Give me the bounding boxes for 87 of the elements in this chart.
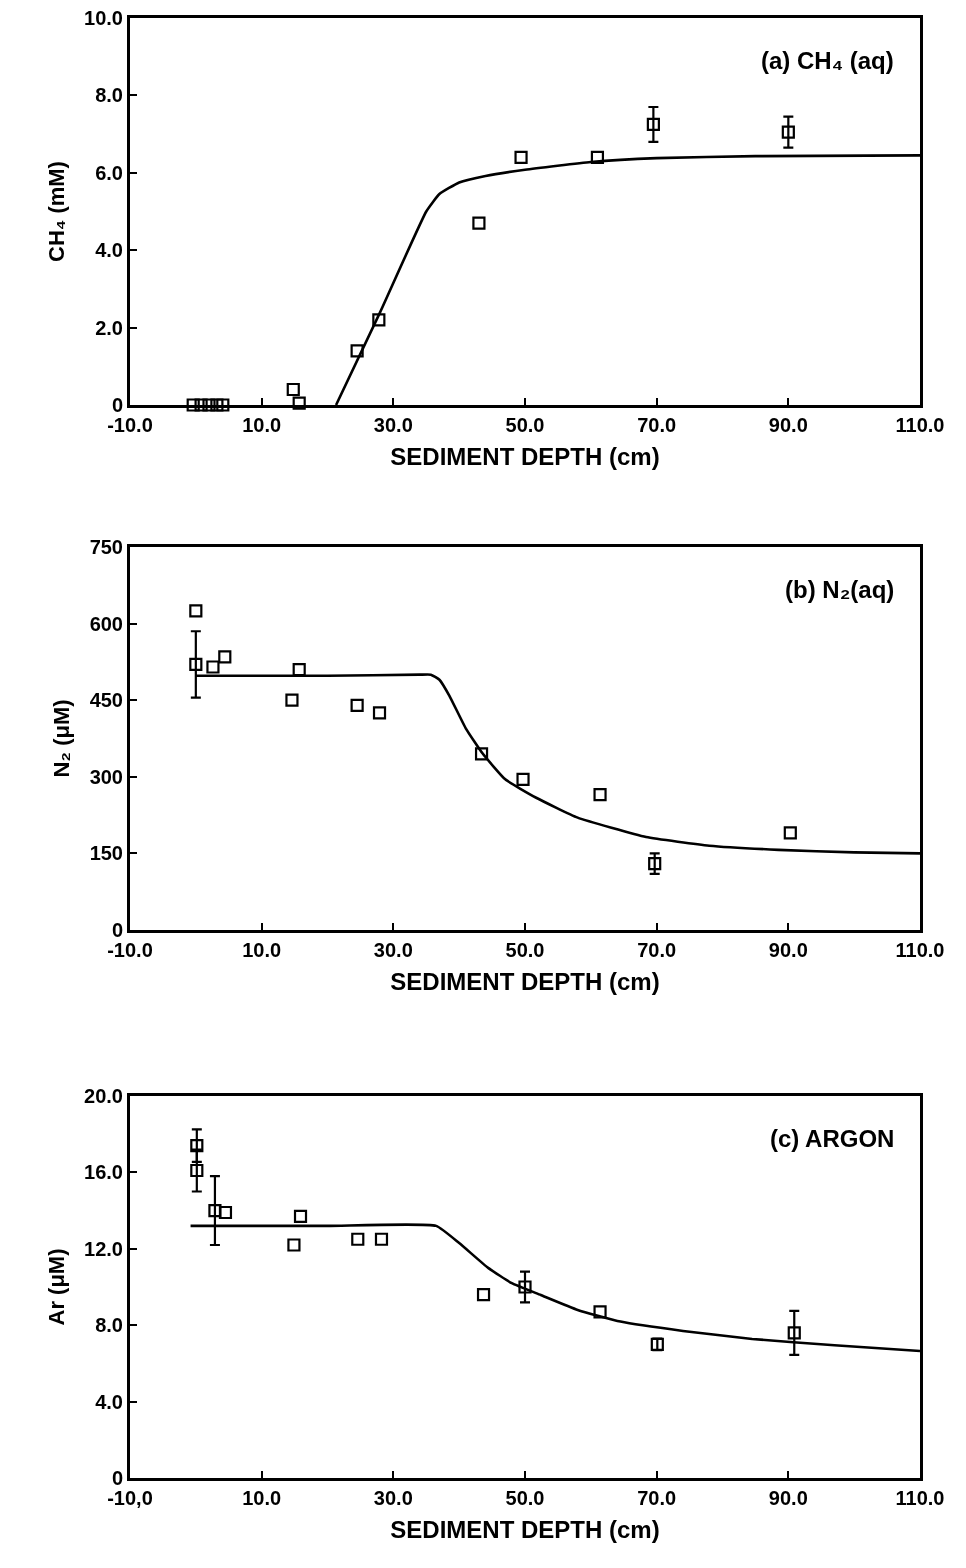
x-tick-label: 50.0 <box>505 939 545 961</box>
point <box>286 382 300 397</box>
point <box>292 396 306 410</box>
x-tick-label: 90.0 <box>768 414 808 436</box>
y-tick-label: 4.0 <box>95 1390 123 1413</box>
y-tick-label: 20.0 <box>84 1085 123 1107</box>
x-tick-label: 30.0 <box>373 1487 413 1509</box>
point <box>590 150 605 164</box>
x-tick-label: 110.0 <box>895 1487 945 1509</box>
y-tick-label: 450 <box>89 689 123 712</box>
point <box>514 150 528 164</box>
point <box>218 1205 233 1220</box>
point <box>190 1139 204 1153</box>
y-tick-label: 0 <box>111 1467 123 1489</box>
y-tick-label: 10.0 <box>84 7 123 29</box>
point <box>293 1209 308 1223</box>
point <box>208 1204 222 1218</box>
point <box>186 398 200 412</box>
point <box>374 1232 389 1246</box>
x-tick-label: 110.0 <box>895 939 945 961</box>
point <box>593 788 607 802</box>
point <box>189 604 203 618</box>
y-axis-title: CH₄ (mM) <box>43 161 69 262</box>
point <box>472 216 486 230</box>
annotation: (c) ARGON <box>770 1125 895 1152</box>
x-tick-label: -10.0 <box>107 414 153 436</box>
point <box>646 117 660 132</box>
y-axis-title: Ar (μM) <box>43 1248 69 1326</box>
point <box>285 693 299 707</box>
point <box>787 1326 801 1340</box>
point <box>287 1238 301 1252</box>
y-tick-label: 300 <box>89 765 123 788</box>
y-tick-label: 750 <box>89 536 123 558</box>
x-tick-label: 110.0 <box>895 414 945 436</box>
x-axis-title: SEDIMENT DEPTH (cm) <box>390 443 660 471</box>
x-tick-label: 90.0 <box>768 1487 808 1509</box>
point <box>292 662 306 677</box>
y-tick-label: 8.0 <box>95 84 123 107</box>
x-tick-label: 70.0 <box>637 939 677 961</box>
x-tick-label: 30.0 <box>373 939 413 961</box>
point <box>206 660 220 674</box>
point <box>593 1305 607 1319</box>
x-tick-label: -10,0 <box>107 1487 153 1509</box>
y-tick-label: 2.0 <box>95 316 123 339</box>
y-axis-title: N₂ (μM) <box>49 699 75 778</box>
point <box>350 698 364 712</box>
point <box>216 398 230 412</box>
annotation: (a) CH₄ (aq) <box>761 47 894 74</box>
point <box>351 1232 365 1246</box>
x-tick-label: 90.0 <box>768 939 808 961</box>
point <box>218 650 232 664</box>
point <box>783 826 797 840</box>
y-tick-label: 16.0 <box>84 1161 123 1184</box>
x-tick-label: 70.0 <box>637 1487 677 1509</box>
y-tick-label: 600 <box>89 612 123 635</box>
point <box>190 1163 204 1178</box>
point <box>194 398 208 412</box>
point <box>648 857 662 871</box>
x-axis-title: SEDIMENT DEPTH (cm) <box>390 1516 660 1544</box>
y-tick-label: 0 <box>111 394 123 416</box>
x-tick-label: 50.0 <box>505 1487 545 1509</box>
x-tick-label: 30.0 <box>373 414 413 436</box>
point <box>372 706 387 720</box>
x-tick-label: -10.0 <box>107 939 153 961</box>
annotation: (b) N₂(aq) <box>785 576 895 603</box>
x-axis-title: SEDIMENT DEPTH (cm) <box>390 968 660 996</box>
point <box>476 1288 491 1302</box>
point <box>781 125 795 139</box>
point <box>189 657 203 672</box>
x-tick-label: 10.0 <box>242 1487 282 1509</box>
y-tick-label: 150 <box>89 842 123 865</box>
x-tick-label: 70.0 <box>637 414 677 436</box>
point <box>372 313 386 327</box>
point <box>210 398 224 412</box>
point <box>474 747 489 761</box>
y-tick-label: 8.0 <box>95 1314 123 1337</box>
point <box>350 344 364 358</box>
y-tick-label: 12.0 <box>84 1237 123 1260</box>
y-tick-label: 0 <box>111 919 123 941</box>
x-tick-label: 50.0 <box>505 414 545 436</box>
y-tick-label: 6.0 <box>95 161 123 184</box>
y-tick-label: 4.0 <box>95 239 123 262</box>
point <box>516 772 530 786</box>
point <box>518 1280 532 1294</box>
x-tick-label: 10.0 <box>242 939 282 961</box>
x-tick-label: 10.0 <box>242 414 282 436</box>
point <box>202 398 216 412</box>
